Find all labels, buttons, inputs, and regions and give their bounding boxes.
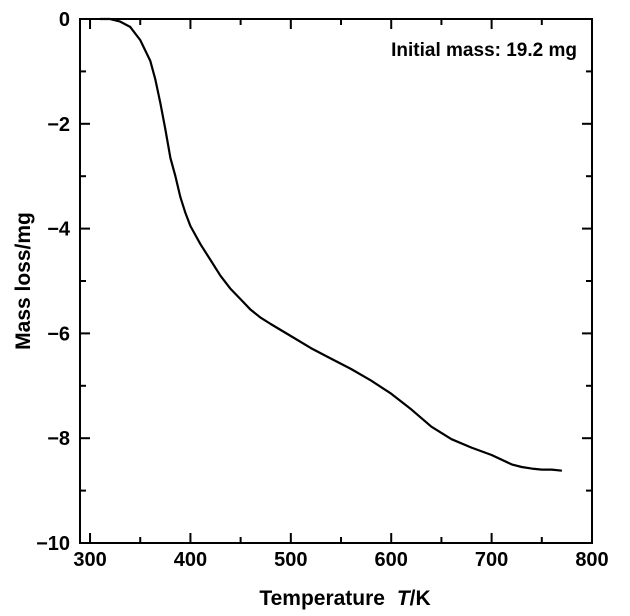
x-tick-label: 600 <box>375 549 408 571</box>
x-axis-title: Temperature T/K <box>259 587 430 610</box>
x-tick-label: 300 <box>73 549 106 571</box>
axis-ticks <box>80 18 593 544</box>
initial-mass-annotation: Initial mass: 19.2 mg <box>391 40 577 61</box>
mass-loss-curve <box>100 17 563 472</box>
y-tick-label: −2 <box>47 114 70 136</box>
x-tick-label: 700 <box>475 549 508 571</box>
x-tick-label: 800 <box>575 549 608 571</box>
tick-labels: 300 400 500 600 700 800 0 −2 −4 −6 −8 −10 <box>36 9 609 571</box>
y-tick-label: −4 <box>47 219 71 241</box>
y-tick-label: −8 <box>47 428 70 450</box>
y-tick-label: −6 <box>47 323 70 345</box>
y-tick-label: −10 <box>36 533 70 555</box>
x-tick-label: 500 <box>274 549 307 571</box>
y-tick-label: 0 <box>59 9 70 31</box>
x-tick-label: 400 <box>174 549 207 571</box>
y-axis-title: Mass loss/mg <box>12 212 35 350</box>
